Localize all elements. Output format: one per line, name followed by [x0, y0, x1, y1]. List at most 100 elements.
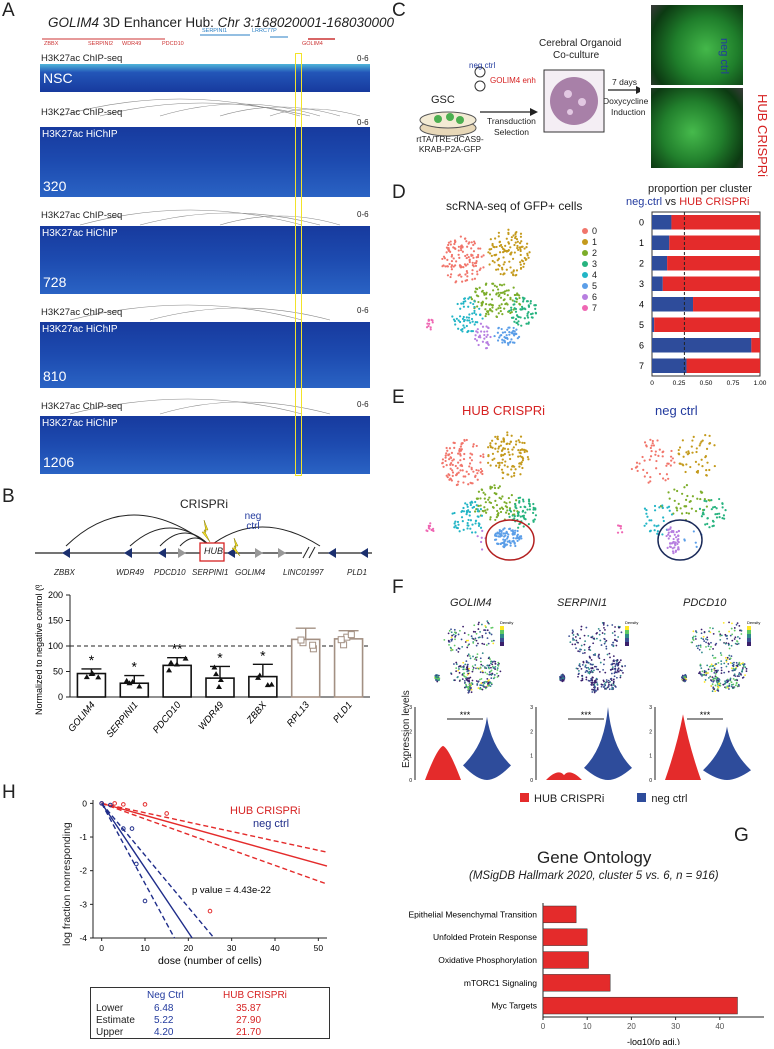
d-umap-cell-cluster-2 — [484, 292, 487, 296]
e-neg-cell-cluster-0 — [649, 455, 653, 458]
e-neg-cell-cluster-4 — [643, 507, 647, 510]
f-feature-cell — [484, 632, 487, 635]
f-feature-cell — [713, 667, 716, 670]
h-table-row-1-hub: 27.90 — [236, 1015, 262, 1026]
e-hub-cell-cluster-2 — [477, 504, 480, 508]
e-hub-cell-cluster-0 — [482, 453, 485, 456]
f-feature-cell — [593, 685, 596, 688]
d-umap-cell-cluster-5 — [498, 336, 501, 339]
f-feature-cell — [458, 671, 461, 674]
e-neg-cell-cluster-2 — [684, 498, 688, 501]
e-hub-cell-cluster-1 — [500, 440, 503, 443]
d-umap-cell-cluster-1 — [528, 251, 531, 254]
f-violin-y-tick: 1 — [649, 754, 652, 760]
e-hub-cell-cluster-2 — [494, 499, 497, 503]
panel-b-letter: B — [2, 486, 15, 507]
f-feature-cell — [733, 661, 735, 664]
h-data-point — [99, 801, 104, 806]
f-feature-cell — [467, 669, 470, 672]
d-umap-cell-cluster-5 — [496, 331, 499, 334]
h-pvalue: p value = 4.43e-22 — [192, 885, 271, 896]
d-umap-cell-cluster-1 — [512, 234, 515, 237]
d-umap-cell-cluster-0 — [449, 243, 452, 246]
d-umap-cell-cluster-2 — [497, 307, 500, 310]
e-hub-cell-cluster-1 — [493, 457, 496, 460]
f-feature-cell — [496, 667, 499, 670]
e-neg-cell-cluster-2 — [677, 502, 680, 505]
e-neg-cell-cluster-4 — [662, 516, 665, 519]
d-umap-cell-cluster-1 — [498, 264, 501, 267]
panel-a-title-gene: GOLIM4 — [48, 15, 100, 30]
f-feature-cell — [727, 644, 730, 646]
f-feature-cell — [620, 631, 623, 634]
panel-h-letter: H — [2, 782, 16, 803]
f-feature-cell — [616, 659, 619, 661]
f-feature-cell — [728, 688, 730, 690]
f-feature-cell — [712, 687, 715, 689]
e-hub-cell-cluster-5 — [494, 534, 497, 537]
e-hub-cell-cluster-2 — [496, 514, 500, 517]
e-hub-cell-cluster-2 — [485, 511, 488, 514]
g-category-label: Epithelial Mesenchymal Transition — [408, 909, 537, 919]
track-4-heatmap: H3K27ac HiChIP 810 — [40, 322, 370, 388]
h-data-point — [121, 802, 126, 807]
e-hub-cell-cluster-4 — [471, 531, 474, 534]
d-umap-cell-cluster-1 — [515, 230, 518, 234]
f-feature-cell — [562, 677, 565, 680]
e-hub-cell-cluster-0 — [468, 465, 471, 468]
f-feature-cell — [729, 634, 732, 637]
e-hub-cell-cluster-7 — [428, 527, 431, 530]
d-umap-cell-cluster-1 — [514, 241, 517, 244]
e-hub-cell-cluster-4 — [464, 502, 467, 505]
e-hub-cell-cluster-1 — [521, 466, 524, 470]
f-feature-cell — [465, 660, 468, 663]
e-neg-cell-cluster-1 — [705, 447, 709, 450]
e-neg-cell-cluster-4 — [668, 509, 671, 512]
e-neg-cell-cluster-0 — [671, 457, 674, 460]
d-umap-cell-cluster-1 — [490, 247, 493, 251]
d-prop-segment — [652, 297, 694, 312]
d-umap-cell-cluster-3 — [520, 305, 524, 308]
c-selection-label: Selection — [494, 127, 529, 137]
d-umap-cell-cluster-4 — [464, 300, 467, 303]
f-feature-cell — [590, 684, 593, 686]
d-umap-cell-cluster-3 — [516, 315, 519, 318]
f-feature-cell — [490, 633, 493, 636]
e-neg-cell-cluster-3 — [710, 499, 713, 502]
f-feature-cell — [584, 671, 587, 674]
f-feature-cell — [479, 660, 482, 663]
e-hub-cell-cluster-1 — [497, 447, 500, 450]
f-feature-cell — [736, 622, 739, 625]
e-hub-cell-cluster-5 — [507, 533, 510, 536]
e-neg-cell-cluster-3 — [722, 514, 726, 517]
f-feature-cell — [594, 653, 597, 655]
d-prop-segment — [751, 338, 760, 353]
f-feature-cell — [466, 654, 469, 657]
d-umap-cell-cluster-1 — [526, 252, 529, 255]
f-feature-cell — [613, 630, 616, 633]
d-umap-cell-cluster-3 — [531, 312, 534, 315]
e-hub-cell-cluster-5 — [506, 537, 509, 540]
b-x-tick-label: ZBBX — [244, 699, 269, 726]
e-neg-cell-cluster-6 — [669, 527, 672, 530]
f-feature-cell — [718, 630, 721, 633]
e-hub-cell-cluster-3 — [509, 510, 513, 513]
d-umap-cell-cluster-4 — [462, 315, 465, 319]
e-neg-cell-cluster-6 — [674, 549, 678, 552]
g-bar — [542, 951, 589, 969]
d-umap-cell-cluster-0 — [471, 272, 474, 275]
f-feature-cell — [450, 673, 453, 675]
d-umap-cell-cluster-7 — [425, 326, 429, 329]
f-feature-cell — [738, 637, 741, 640]
b-x-tick-label: RPL13 — [285, 699, 313, 729]
d-umap-cell-cluster-1 — [519, 232, 523, 235]
f-violin-y-tick: 2 — [649, 729, 652, 735]
d-umap-cell-cluster-3 — [527, 311, 530, 314]
e-hub-cell-cluster-0 — [462, 457, 466, 461]
f-feature-cell — [458, 680, 461, 682]
f-significance-stars: *** — [581, 710, 592, 720]
f-feature-cell — [614, 634, 616, 637]
f-feature-cell — [707, 668, 710, 671]
e-hub-cell-cluster-1 — [505, 442, 508, 446]
e-hub-cell-cluster-4 — [466, 503, 469, 506]
